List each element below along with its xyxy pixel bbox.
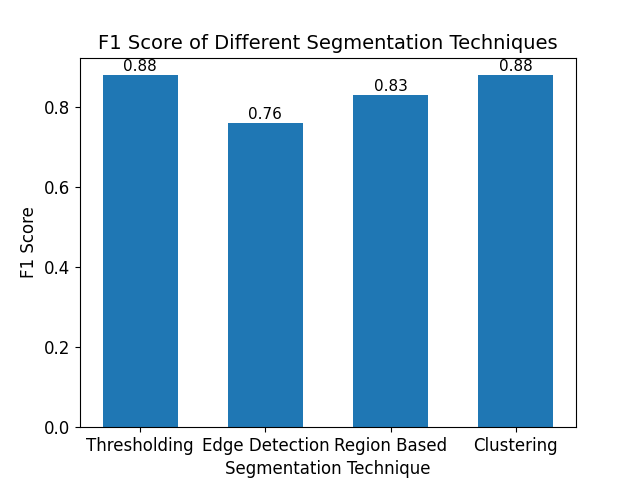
- Text: 0.88: 0.88: [499, 60, 532, 74]
- Text: 0.88: 0.88: [124, 60, 157, 74]
- Bar: [478, 75, 554, 427]
- Bar: [102, 75, 178, 427]
- Title: F1 Score of Different Segmentation Techniques: F1 Score of Different Segmentation Techn…: [98, 34, 558, 53]
- X-axis label: Segmentation Technique: Segmentation Technique: [225, 460, 431, 479]
- Bar: [228, 123, 303, 427]
- Text: 0.83: 0.83: [374, 79, 408, 95]
- Y-axis label: F1 Score: F1 Score: [20, 206, 38, 278]
- Text: 0.76: 0.76: [248, 108, 282, 122]
- Bar: [353, 95, 428, 427]
